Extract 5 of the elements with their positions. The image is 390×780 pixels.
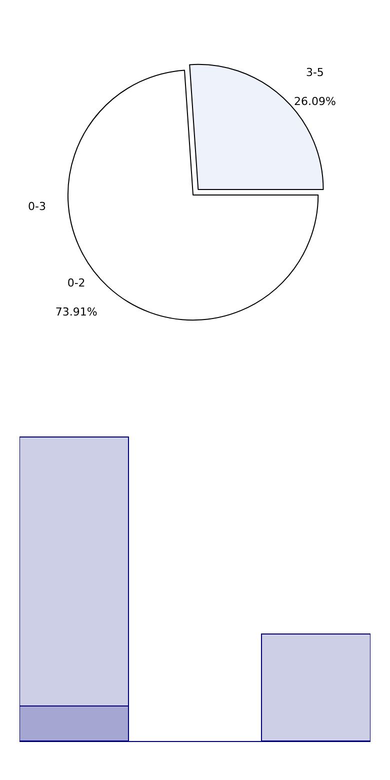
slice-label: 0-2 — [67, 276, 86, 290]
data-label: 73.91% — [55, 305, 98, 318]
slice-label: 3-5 — [306, 66, 324, 80]
text: 0-3 — [28, 200, 46, 213]
data-label: 26.09% — [294, 94, 336, 108]
